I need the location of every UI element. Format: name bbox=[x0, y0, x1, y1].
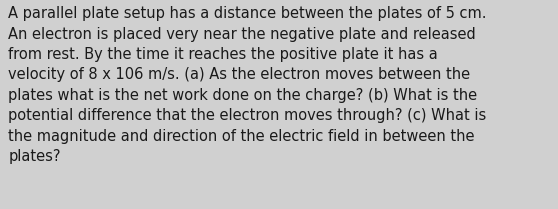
Text: A parallel plate setup has a distance between the plates of 5 cm.
An electron is: A parallel plate setup has a distance be… bbox=[8, 6, 487, 164]
